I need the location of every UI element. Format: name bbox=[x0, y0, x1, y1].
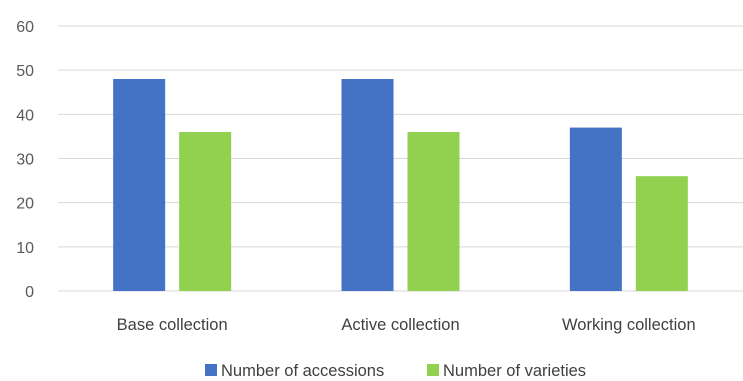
bar-accessions bbox=[569, 127, 622, 291]
bar-accessions bbox=[341, 79, 394, 291]
legend-swatch bbox=[427, 364, 439, 376]
x-category-label: Working collection bbox=[562, 316, 696, 334]
bar-accessions bbox=[113, 79, 166, 291]
x-axis-category-labels: Base collection Active collection Working … bbox=[117, 316, 696, 334]
y-axis-tick-labels: 0 10 20 30 40 50 60 bbox=[16, 19, 34, 301]
legend-item: Number of varieties bbox=[427, 362, 586, 380]
x-category-label: Base collection bbox=[117, 316, 228, 334]
bar-varieties bbox=[407, 132, 460, 291]
legend: Number of accessions Number of varieties bbox=[205, 362, 586, 380]
y-tick-label: 30 bbox=[16, 152, 34, 169]
bars bbox=[113, 79, 688, 291]
y-tick-label: 60 bbox=[16, 19, 34, 36]
legend-label: Number of accessions bbox=[221, 362, 384, 380]
y-tick-label: 40 bbox=[16, 107, 34, 124]
y-tick-label: 50 bbox=[16, 63, 34, 80]
y-tick-label: 20 bbox=[16, 196, 34, 213]
bar-varieties bbox=[635, 176, 688, 291]
legend-label: Number of varieties bbox=[443, 362, 586, 380]
y-tick-label: 10 bbox=[16, 240, 34, 257]
legend-item: Number of accessions bbox=[205, 362, 384, 380]
legend-swatch bbox=[205, 364, 217, 376]
x-category-label: Active collection bbox=[341, 316, 459, 334]
gridlines bbox=[58, 25, 743, 292]
bar-varieties bbox=[179, 132, 232, 291]
y-tick-label: 0 bbox=[25, 284, 34, 301]
